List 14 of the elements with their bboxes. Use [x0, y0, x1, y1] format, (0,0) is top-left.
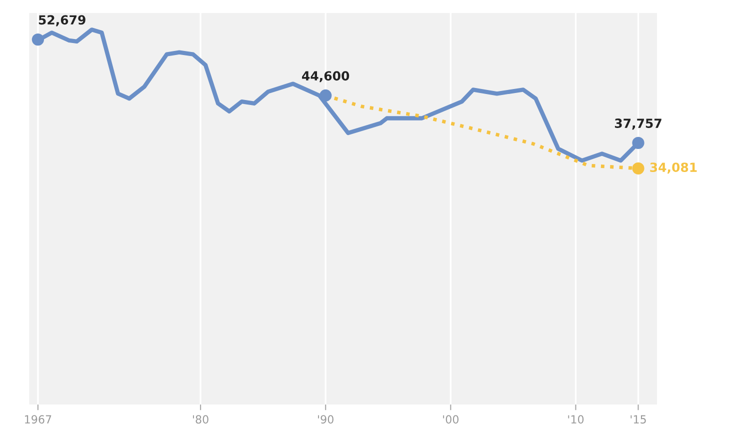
data-label: 34,081: [650, 162, 697, 174]
data-label: 44,600: [302, 71, 350, 82]
x-tick-label: '10: [568, 415, 584, 424]
x-tick-label: '90: [318, 415, 334, 424]
point: [632, 136, 644, 149]
x-tick-label: '00: [443, 415, 459, 424]
point: [320, 89, 332, 102]
point: [632, 162, 644, 174]
data-label: 37,757: [614, 118, 662, 130]
x-tick-label: 1967: [25, 415, 52, 424]
point: [32, 33, 44, 46]
x-tick-label: '80: [193, 415, 208, 424]
x-tick-label: '15: [630, 415, 646, 424]
data-label: 52,679: [38, 15, 86, 26]
